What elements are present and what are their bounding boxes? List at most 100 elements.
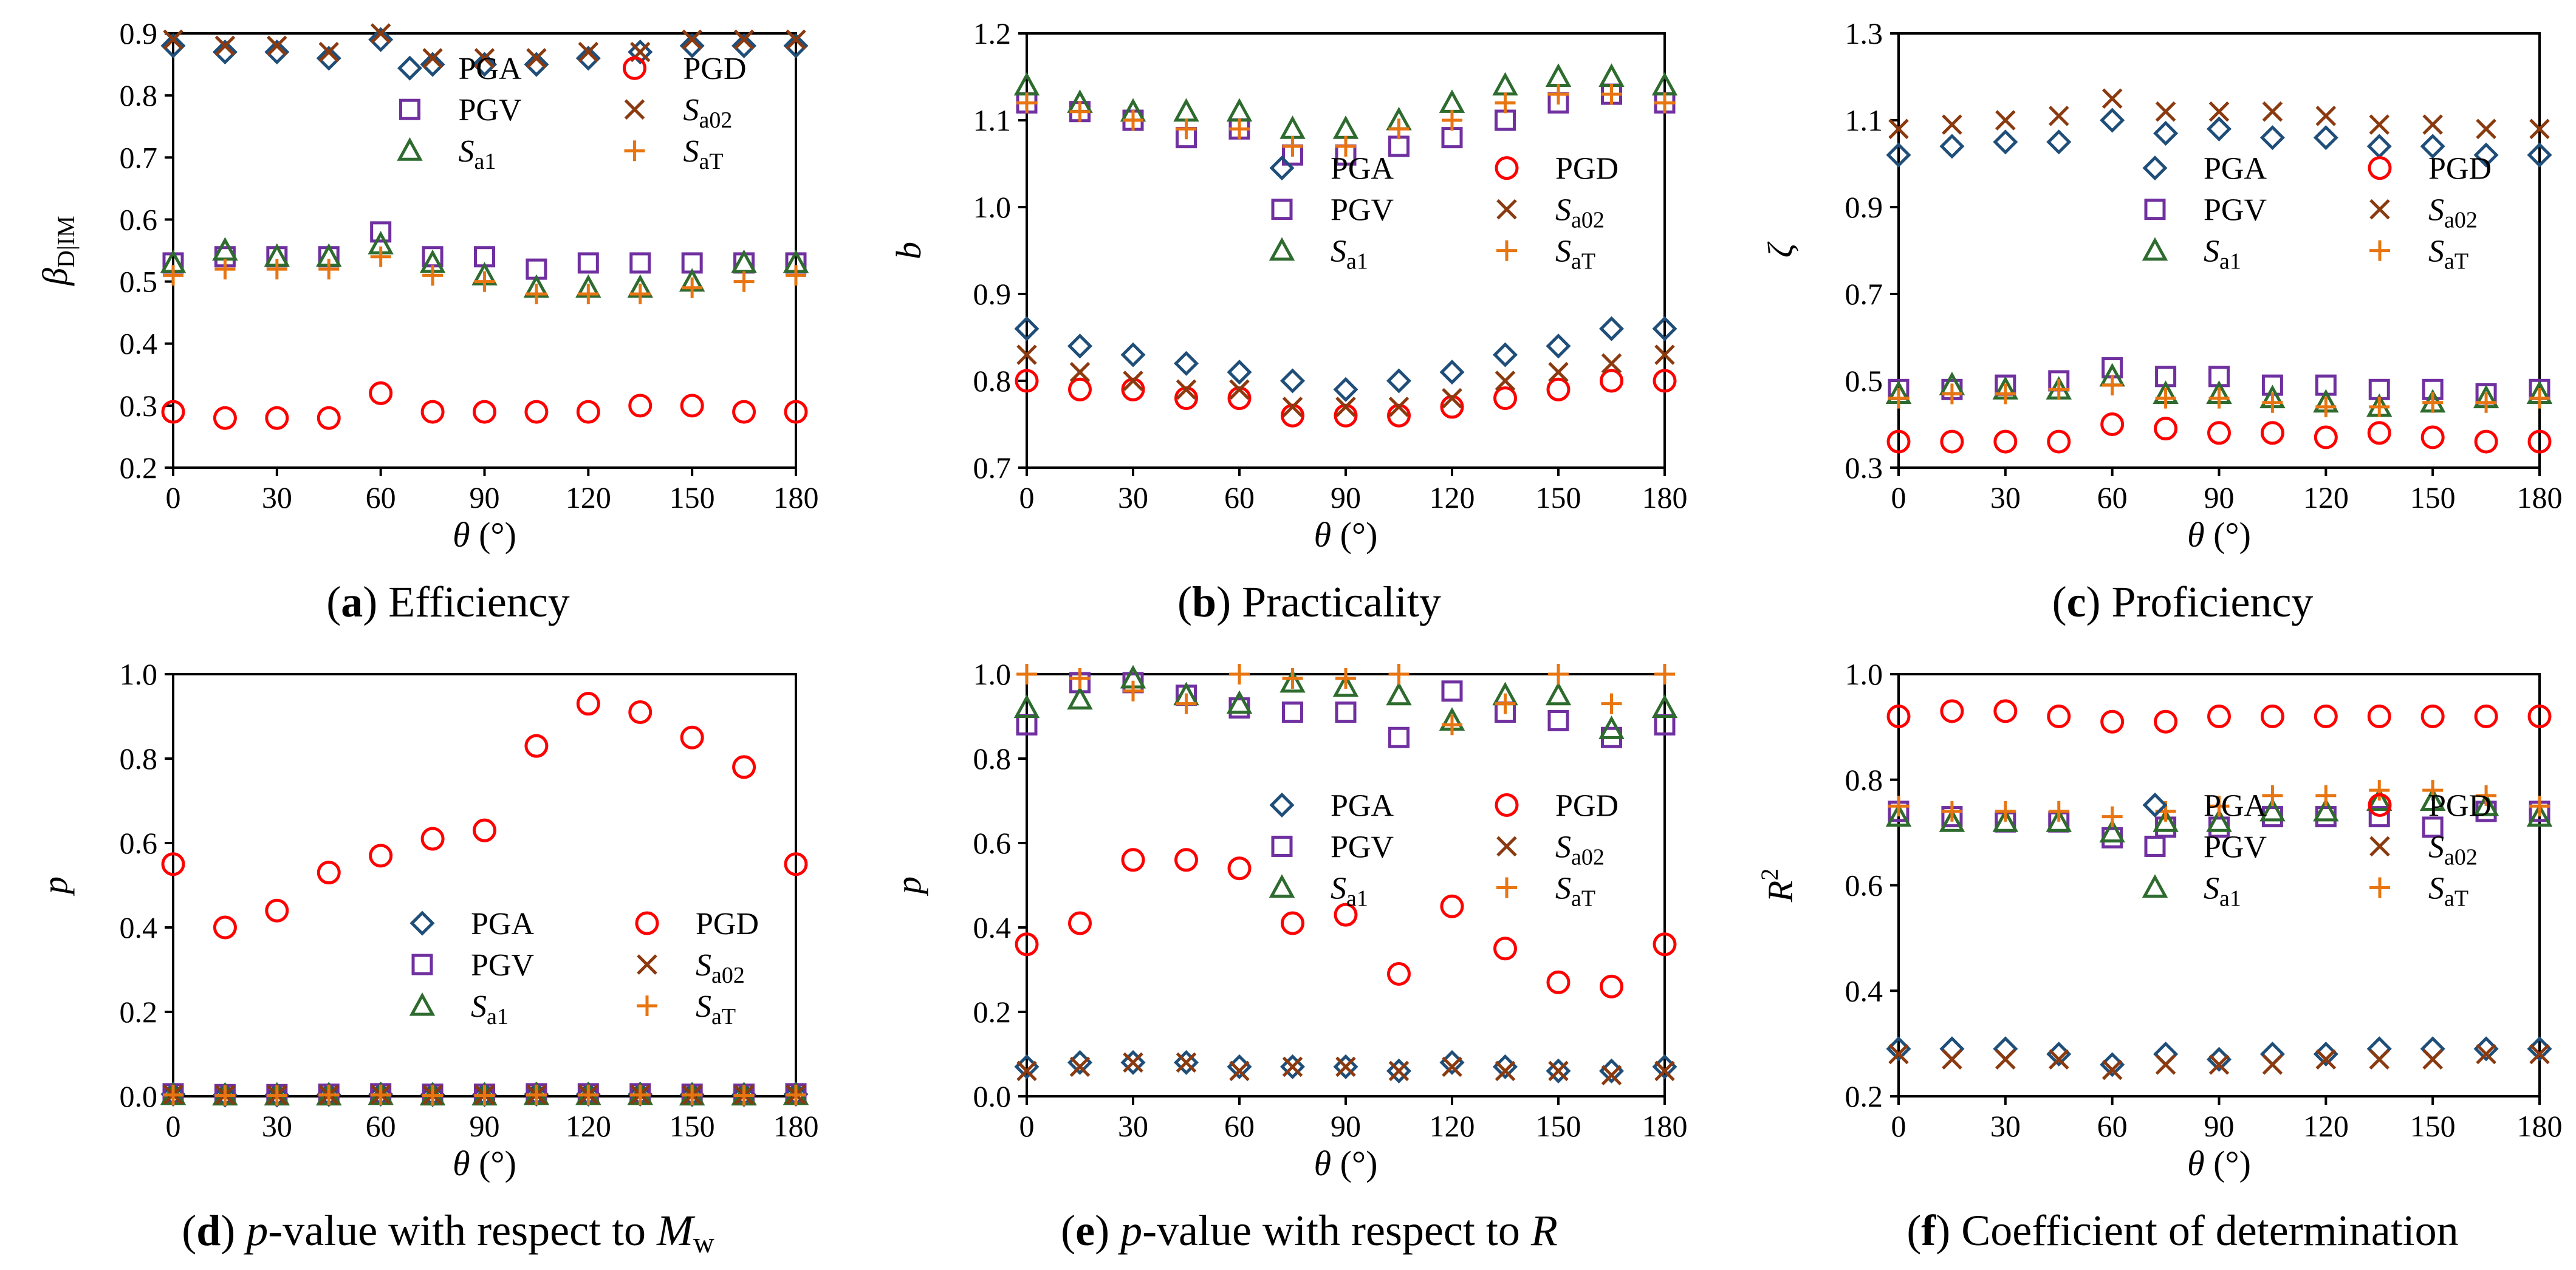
legend-label-SaT: SaT [683,134,724,174]
series-PGA [1886,108,2552,168]
legend-label-Sa1: Sa1 [471,989,509,1029]
point-Sa1 [1279,115,1306,139]
point-Sa02 [2476,1043,2496,1065]
x-tick-label: 120 [1430,480,1475,514]
y-axis-label: p [35,876,75,896]
point-PGD [1546,970,1571,994]
point-PGD [369,844,393,868]
point-Sa1 [1226,98,1253,122]
point-SaT [1601,693,1622,714]
series-Sa1 [1885,787,2553,843]
point-Sa02 [733,29,755,50]
y-tick-label: 0.4 [1845,974,1883,1008]
point-PGD [161,852,185,876]
y-tick-label: 0.2 [120,451,158,485]
point-PGA [1993,129,2018,155]
point-Sa1 [1332,115,1359,139]
point-Sa02 [578,41,599,63]
point-PGD [369,381,393,405]
point-Sa1 [2046,808,2072,832]
point-Sa02 [1942,114,1962,135]
point-PGA [2206,116,2232,142]
point-PGA [783,33,809,58]
y-axis-label: ζ [1761,241,1800,258]
x-tick-label: 60 [2097,480,2128,514]
x-tick-label: 180 [773,1109,819,1143]
point-PGA [2100,108,2125,133]
point-PGD [1227,856,1252,881]
point-Sa1 [731,249,757,273]
point-Sa02 [1942,1049,1962,1070]
point-PGA [1014,316,1040,341]
y-tick-label: 0.6 [973,826,1012,860]
legend-label-Sa1: Sa1 [2204,234,2241,275]
point-PGD [265,406,289,430]
point-SaT [1442,714,1462,736]
point-Sa02 [1654,1060,1675,1082]
y-tick-label: 0.7 [973,451,1012,485]
legend-label-Sa1: Sa1 [459,134,496,174]
point-PGA [2153,120,2179,146]
point-Sa1 [1885,803,1912,827]
point-PGA [2527,142,2552,168]
x-tick-label: 180 [2517,480,2563,514]
point-Sa02 [2476,118,2496,140]
caption: (b) Practicality [1177,578,1441,626]
caption: (e) p-value with respect to R [1061,1206,1558,1255]
point-PGV [2422,816,2444,838]
x-tick-label: 90 [1331,1109,1361,1143]
legend-marker-PGD [635,911,659,935]
point-PGD [1993,429,2018,454]
point-PGD [1600,974,1623,999]
legend-label-PGV: PGV [459,93,522,128]
legend-marker-PGV [1271,835,1293,857]
point-Sa02 [2102,1059,2123,1081]
x-tick-label: 120 [566,1109,611,1143]
point-Sa02 [422,48,443,69]
point-PGA [1546,1058,1571,1084]
point-PGA [2259,125,2285,151]
x-tick-label: 150 [2410,1109,2456,1143]
x-tick-label: 30 [1118,1109,1148,1143]
point-SaT [2208,387,2230,409]
legend-label-Sa02: Sa02 [696,948,745,988]
x-tick-label: 180 [1642,1109,1688,1143]
legend-label-SaT: SaT [1555,871,1595,911]
y-tick-label: 0.6 [120,826,158,860]
point-Sa1 [1013,694,1040,719]
point-PGA [1492,1054,1518,1079]
point-Sa1 [1545,681,1572,706]
point-PGD [213,406,237,430]
point-SaT [1176,693,1197,714]
point-PGD [1886,429,1911,454]
series-PGV [162,221,807,280]
series-Sa02 [1888,1043,2550,1081]
point-PGD [473,400,496,424]
point-SaT [1123,110,1143,131]
legend-marker-PGV [411,954,433,975]
point-Sa02 [1176,1052,1197,1073]
point-Sa02 [2369,1049,2390,1070]
y-tick-label: 1.0 [973,190,1012,224]
x-axis-label: θ (°) [2187,515,2251,555]
point-PGA [2046,129,2072,155]
point-SaT [2102,806,2123,827]
point-Sa1 [1226,690,1253,714]
series-Sa02 [1016,344,1675,417]
x-tick-label: 90 [1331,480,1361,514]
y-tick-label: 0.9 [973,277,1012,311]
point-PGD [1493,937,1517,961]
y-axis-label: βD|IM [35,216,80,286]
legend-marker-PGV [399,98,420,120]
point-SaT [422,1085,444,1106]
point-PGA [1279,1054,1306,1079]
point-Sa1 [2206,808,2232,832]
point-PGA [1227,1054,1252,1079]
point-SaT [526,1084,547,1105]
point-PGD [680,394,704,418]
y-tick-label: 0.2 [973,995,1012,1029]
point-SaT [1282,135,1303,157]
x-tick-label: 0 [1019,1109,1035,1143]
